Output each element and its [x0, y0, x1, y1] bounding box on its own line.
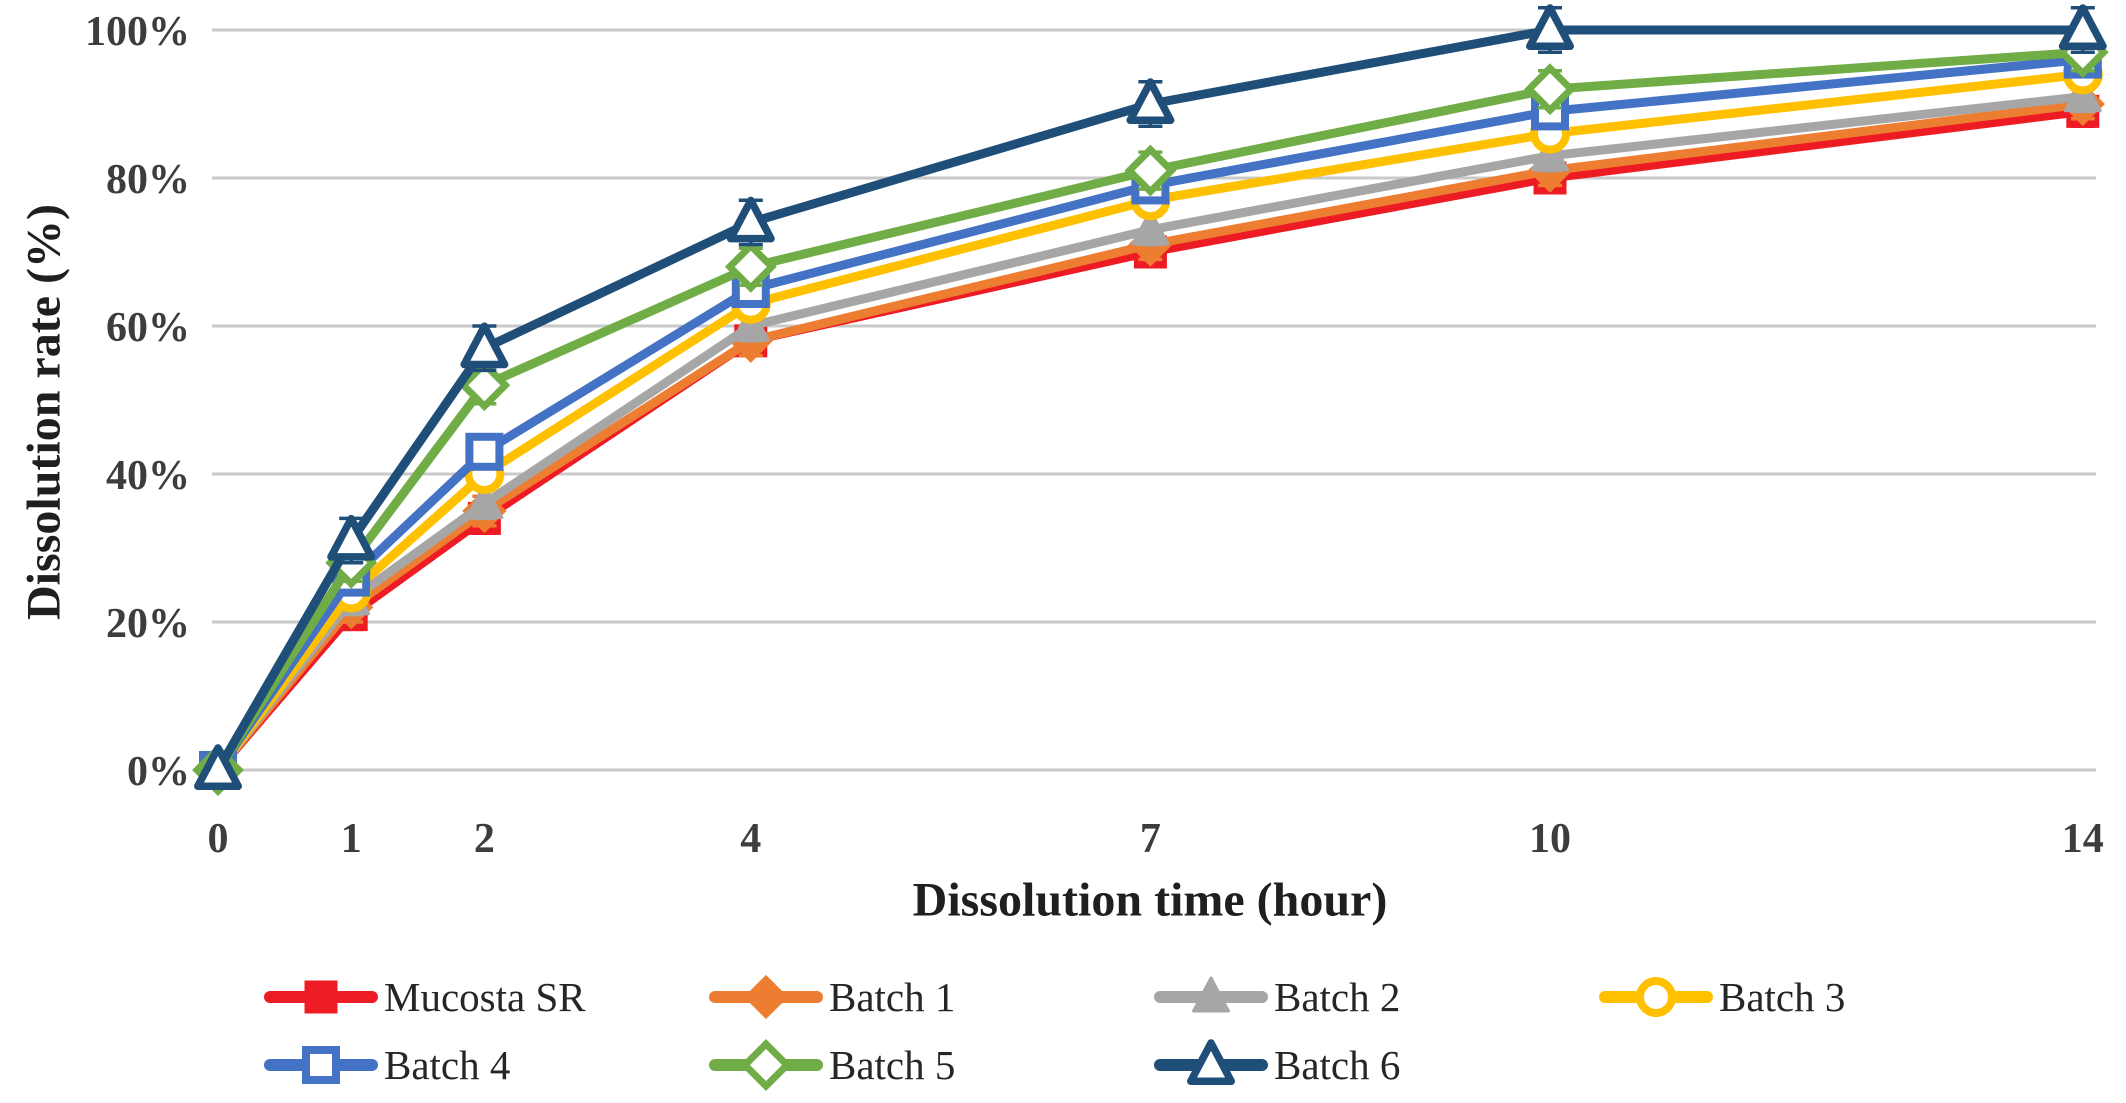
data-point-marker-batch-6-x14	[2058, 4, 2107, 51]
legend-square-icon-batch-4	[302, 1046, 340, 1084]
x-tick-label-14: 14	[2062, 816, 2104, 862]
legend-label-mucosta-sr: Mucosta SR	[384, 974, 586, 1020]
data-point-marker-batch-2-x7	[1131, 209, 1170, 246]
x-axis-title: Dissolution time (hour)	[912, 873, 1388, 927]
data-point-marker-batch-2-x2	[465, 483, 504, 520]
x-tick-label-4: 4	[740, 816, 761, 862]
data-point-marker-batch-6-x10	[1526, 4, 1574, 51]
x-tick-label-10: 10	[1529, 816, 1571, 862]
data-point-marker-batch-6-x7	[1126, 78, 1175, 125]
y-tick-label-0: 0%	[127, 749, 190, 795]
legend-diamond-icon-batch-5	[740, 1039, 792, 1091]
legend-square-icon-mucosta-sr	[304, 980, 338, 1014]
legend-label-batch-3: Batch 3	[1719, 974, 1845, 1020]
data-point-marker-batch-4-x2	[465, 432, 504, 471]
legend-label-batch-6: Batch 6	[1274, 1042, 1400, 1088]
x-tick-label-2: 2	[474, 816, 495, 862]
legend-circle-icon-batch-3	[1636, 977, 1676, 1017]
data-point-marker-batch-5-x10	[1524, 63, 1576, 116]
x-tick-label-1: 1	[341, 816, 362, 862]
y-tick-label-100: 100%	[85, 9, 190, 55]
y-tick-label-80: 80%	[106, 157, 190, 203]
legend-diamond-icon-batch-1	[743, 974, 789, 1020]
data-point-marker-batch-6-x1	[327, 514, 376, 561]
y-axis-title: Dissolution rate (%)	[17, 204, 71, 620]
data-point-marker-batch-5-x2	[458, 359, 511, 412]
legend-label-batch-2: Batch 2	[1274, 974, 1400, 1020]
x-tick-label-0: 0	[208, 816, 229, 862]
legend-label-batch-5: Batch 5	[829, 1042, 955, 1088]
data-point-marker-batch-5-x4	[724, 240, 777, 293]
legend-triangle-icon-batch-6	[1187, 1039, 1235, 1086]
data-point-marker-batch-6-x4	[726, 196, 775, 243]
data-point-marker-batch-6-x2	[460, 322, 509, 369]
legend-label-batch-4: Batch 4	[384, 1042, 510, 1088]
x-tick-label-7: 7	[1140, 816, 1161, 862]
legend-triangle-icon-batch-2	[1192, 976, 1230, 1013]
legend-label-batch-1: Batch 1	[829, 974, 955, 1020]
y-tick-label-40: 40%	[106, 453, 190, 499]
y-tick-label-20: 20%	[106, 601, 190, 647]
y-tick-label-60: 60%	[106, 305, 190, 351]
data-point-marker-batch-6-x0	[194, 744, 242, 791]
data-point-marker-batch-5-x7	[1124, 144, 1177, 197]
